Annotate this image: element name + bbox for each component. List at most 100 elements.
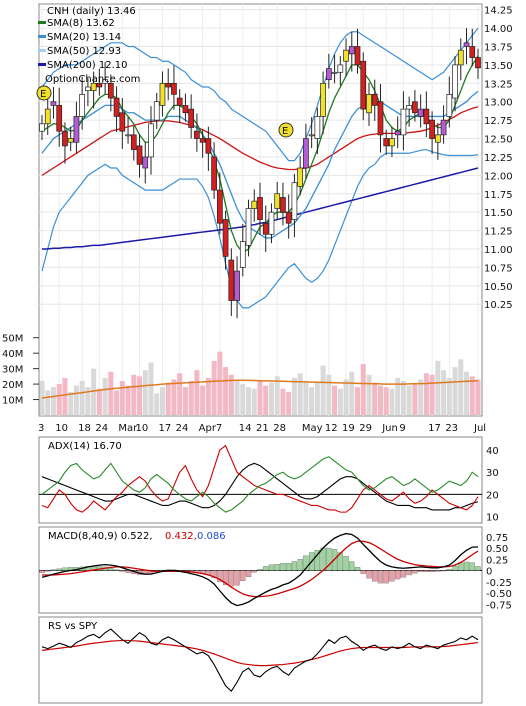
- volume-bar: [349, 371, 355, 415]
- volume-bar: [177, 373, 183, 415]
- candle-body: [423, 108, 430, 125]
- candle-body: [291, 182, 298, 220]
- macd-histogram-bar: [257, 569, 263, 571]
- volume-bar: [332, 385, 338, 415]
- candle-body: [50, 101, 57, 106]
- volume-bar: [406, 385, 412, 415]
- volume-bar: [320, 365, 326, 415]
- volume-bar: [68, 391, 74, 415]
- volume-tick-label: 50M: [2, 334, 23, 345]
- macd-line: [41, 532, 479, 607]
- candle-body: [222, 219, 229, 257]
- price-tick-label: 14.25: [484, 6, 513, 17]
- date-tick-label: 3: [38, 423, 44, 434]
- date-tick-label: 9: [399, 423, 405, 434]
- volume-bar: [400, 381, 406, 415]
- price-tick-label: 11.00: [484, 245, 513, 256]
- volume-bar: [286, 391, 292, 415]
- candle-body: [239, 241, 246, 268]
- volume-bar: [85, 387, 91, 415]
- axis-ticks: 14.25 14.00 13.75 13.50 13.25 13.00 12.75 12.50…: [2, 6, 513, 612]
- price-legend: CNH (daily) 13.46 SMA(8) 13.62 SMA(20) 1…: [38, 6, 140, 85]
- macd-signal-line: [42, 540, 479, 598]
- volume-bar: [205, 377, 211, 415]
- candle-body: [62, 130, 68, 147]
- candle-body: [148, 123, 154, 158]
- macd-histogram-bar: [326, 547, 332, 571]
- volume-bar: [171, 379, 177, 415]
- volume-bar: [297, 373, 303, 415]
- candle-body: [343, 49, 349, 62]
- volume-bar: [45, 390, 51, 415]
- rs-average-line: [41, 639, 479, 667]
- candle-body: [320, 82, 326, 117]
- volume-bar: [246, 387, 252, 415]
- candle-body: [188, 108, 195, 128]
- macd-histogram-bar: [377, 570, 384, 584]
- candle-body: [205, 138, 212, 154]
- volume-bar: [446, 377, 452, 415]
- macd-histogram-bar: [354, 567, 361, 571]
- price-tick-label: 10.75: [484, 263, 513, 274]
- candle-body: [383, 138, 390, 147]
- candle-body: [216, 189, 223, 224]
- candle-body: [199, 138, 206, 143]
- candle-body: [39, 123, 45, 132]
- volume-average-line: [41, 379, 479, 399]
- macd-histogram-bar: [303, 555, 309, 571]
- volume-bar: [355, 387, 361, 415]
- rs-panel-frame: [38, 616, 483, 704]
- macd-histogram-bar: [251, 570, 257, 573]
- candle-body: [274, 193, 281, 209]
- volume-bar: [188, 381, 194, 415]
- price-tick-label: 10.50: [484, 282, 513, 293]
- macd-histogram-bar: [412, 570, 418, 574]
- rs-line: [41, 628, 479, 692]
- date-tick-label: 29: [359, 423, 372, 434]
- volume-bar: [418, 379, 424, 415]
- adx-lines: [39, 444, 482, 513]
- price-tick-label: 11.25: [484, 227, 513, 238]
- candle-body: [159, 82, 166, 106]
- macd-tick-label: -0.50: [486, 589, 512, 600]
- volume-bar: [429, 374, 435, 415]
- candle-body: [297, 167, 304, 187]
- candle-body: [176, 97, 183, 106]
- volume-bar: [441, 370, 447, 415]
- candle-body: [136, 145, 143, 165]
- volume-bar: [125, 385, 131, 415]
- price-tick-label: 12.50: [484, 135, 513, 146]
- macd-histogram-bar: [125, 570, 131, 573]
- candle-body: [234, 270, 240, 301]
- volume-bar: [102, 377, 108, 415]
- macd-histogram-bar: [263, 566, 269, 571]
- candle-body: [303, 138, 309, 169]
- macd-histogram-bar: [222, 570, 229, 586]
- volume-bar: [452, 367, 458, 415]
- macd-histogram-bar: [389, 570, 395, 582]
- svg-text:E: E: [40, 89, 46, 100]
- macd-hist-label: 0.086: [197, 531, 226, 542]
- date-tick-label: Jul: [473, 423, 486, 434]
- candle-body: [113, 97, 120, 117]
- candle-body: [90, 82, 97, 92]
- adx-title: ADX(14) 16.70: [48, 441, 122, 452]
- candle-body: [325, 68, 332, 80]
- volume-tick-label: 30M: [2, 365, 23, 376]
- volume-bar: [73, 385, 79, 415]
- candle-body: [102, 79, 108, 84]
- volume-bar: [228, 374, 234, 415]
- adx-tick-label: 10: [486, 513, 499, 524]
- volume-bar: [389, 388, 395, 415]
- price-tick-label: 14.00: [484, 24, 513, 35]
- macd-histogram-bar: [39, 570, 45, 573]
- candle-body: [228, 259, 235, 301]
- bollinger-lower-line: [41, 148, 479, 309]
- volume-bar: [114, 390, 120, 415]
- price-candles: [39, 28, 481, 319]
- macd-histogram-bar: [360, 570, 366, 574]
- volume-bar: [268, 382, 274, 415]
- macd-histogram-bar: [383, 570, 389, 584]
- candle-body: [268, 211, 275, 235]
